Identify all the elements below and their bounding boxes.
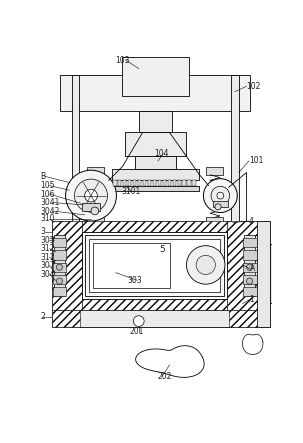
Bar bbox=[133, 180, 136, 187]
Bar bbox=[53, 238, 66, 247]
Bar bbox=[72, 75, 79, 313]
Bar bbox=[82, 299, 227, 310]
Bar bbox=[87, 217, 104, 223]
Bar bbox=[87, 167, 104, 175]
Bar bbox=[128, 180, 132, 187]
Text: 2: 2 bbox=[40, 312, 45, 321]
Circle shape bbox=[247, 278, 253, 284]
Bar bbox=[153, 180, 156, 187]
Text: B: B bbox=[40, 172, 45, 181]
Bar bbox=[168, 180, 171, 187]
Bar bbox=[143, 180, 146, 187]
Circle shape bbox=[65, 170, 116, 221]
Bar bbox=[182, 180, 186, 187]
Text: 103: 103 bbox=[116, 55, 130, 65]
Bar bbox=[243, 238, 257, 247]
Bar bbox=[82, 232, 227, 299]
Bar bbox=[178, 180, 181, 187]
Text: 307: 307 bbox=[40, 261, 55, 270]
Bar bbox=[85, 235, 224, 296]
Text: 101: 101 bbox=[249, 156, 263, 165]
Circle shape bbox=[133, 316, 144, 326]
Text: 201: 201 bbox=[129, 327, 144, 336]
Text: 3101: 3101 bbox=[122, 187, 141, 196]
Circle shape bbox=[186, 246, 225, 284]
Bar bbox=[92, 243, 170, 288]
Text: 104: 104 bbox=[154, 149, 169, 158]
Circle shape bbox=[85, 189, 97, 202]
Circle shape bbox=[211, 187, 230, 205]
Bar bbox=[112, 187, 199, 191]
Bar bbox=[213, 201, 228, 207]
Bar bbox=[163, 180, 166, 187]
Polygon shape bbox=[270, 244, 274, 303]
Bar bbox=[82, 203, 100, 211]
Bar bbox=[257, 221, 270, 326]
Bar bbox=[52, 310, 257, 326]
Bar bbox=[53, 250, 66, 260]
Text: 4: 4 bbox=[249, 217, 254, 225]
Text: 304: 304 bbox=[40, 270, 55, 279]
Bar bbox=[125, 132, 186, 155]
Bar bbox=[187, 180, 191, 187]
Circle shape bbox=[217, 192, 224, 199]
Circle shape bbox=[203, 179, 237, 213]
Bar bbox=[227, 221, 257, 310]
Text: 311: 311 bbox=[40, 253, 55, 262]
Bar bbox=[135, 155, 176, 169]
Bar bbox=[89, 239, 220, 292]
Text: 305: 305 bbox=[40, 236, 55, 245]
Text: 310: 310 bbox=[40, 214, 55, 223]
Bar bbox=[53, 287, 66, 296]
Text: 105: 105 bbox=[40, 181, 55, 190]
Circle shape bbox=[91, 207, 99, 215]
Bar bbox=[139, 111, 172, 132]
Circle shape bbox=[56, 278, 62, 284]
Bar bbox=[52, 310, 80, 326]
Text: 106: 106 bbox=[40, 190, 55, 198]
Bar bbox=[53, 275, 66, 284]
Bar bbox=[206, 167, 223, 175]
Bar bbox=[243, 263, 257, 272]
Bar bbox=[158, 180, 161, 187]
Bar bbox=[192, 180, 195, 187]
Bar bbox=[244, 235, 255, 296]
Text: 3042: 3042 bbox=[40, 206, 60, 215]
Circle shape bbox=[247, 264, 253, 270]
Bar bbox=[53, 263, 66, 272]
Bar bbox=[60, 75, 250, 111]
Text: 312: 312 bbox=[40, 244, 55, 253]
Bar bbox=[118, 180, 122, 187]
Bar bbox=[243, 287, 257, 296]
Bar bbox=[54, 235, 65, 296]
Text: 5: 5 bbox=[159, 245, 165, 254]
Bar bbox=[148, 180, 151, 187]
Text: 102: 102 bbox=[247, 82, 261, 91]
Circle shape bbox=[196, 255, 215, 275]
Text: 202: 202 bbox=[158, 372, 172, 381]
Circle shape bbox=[75, 179, 108, 212]
Bar bbox=[123, 180, 126, 187]
Bar bbox=[82, 221, 227, 232]
Bar bbox=[173, 180, 176, 187]
Text: 3: 3 bbox=[40, 227, 45, 236]
Text: 303: 303 bbox=[127, 276, 142, 285]
Bar bbox=[52, 221, 82, 310]
Circle shape bbox=[215, 204, 221, 210]
Bar bbox=[229, 310, 257, 326]
Bar bbox=[113, 180, 117, 187]
Text: 3041: 3041 bbox=[40, 198, 60, 207]
Bar bbox=[52, 221, 257, 310]
Bar bbox=[231, 75, 239, 313]
Bar bbox=[122, 57, 189, 96]
Bar bbox=[243, 275, 257, 284]
Text: A: A bbox=[250, 264, 255, 273]
Bar bbox=[138, 180, 141, 187]
Bar bbox=[243, 250, 257, 260]
Text: 1: 1 bbox=[250, 295, 254, 304]
Circle shape bbox=[56, 264, 62, 270]
Bar bbox=[206, 217, 223, 223]
Bar bbox=[112, 169, 199, 180]
